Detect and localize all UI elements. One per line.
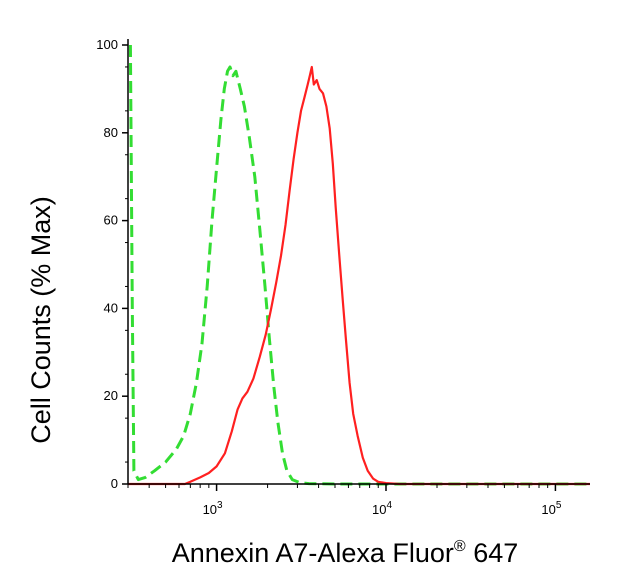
x-tick-label: 104 <box>372 500 392 517</box>
y-tick-label: 100 <box>96 37 118 52</box>
x-tick-exponent: 3 <box>217 500 223 511</box>
x-tick-label: 103 <box>203 500 223 517</box>
series-line-1 <box>128 44 590 486</box>
y-tick-label: 80 <box>104 125 118 140</box>
y-tick-label: 40 <box>104 300 118 315</box>
axes-layer <box>127 39 590 485</box>
y-axis-title: Cell Counts (% Max) <box>26 196 56 444</box>
x-tick-base: 10 <box>372 502 386 517</box>
x-axis-title-tail: 647 <box>466 538 519 568</box>
y-ticks: 0 20 40 60 80 100 <box>96 37 128 491</box>
y-tick-label: 0 <box>111 476 118 491</box>
x-tick-base: 10 <box>541 502 555 517</box>
x-axis-title-registered: ® <box>454 538 466 555</box>
x-tick-label: 105 <box>541 500 561 517</box>
series-layer <box>128 44 590 486</box>
x-axis-title: Annexin A7-Alexa Fluor® 647 <box>172 538 519 568</box>
x-tick-base: 10 <box>203 502 217 517</box>
x-axis-title-main: Annexin A7-Alexa Fluor <box>172 538 454 568</box>
x-tick-exponent: 4 <box>386 500 392 511</box>
series-line-2 <box>128 65 590 486</box>
y-tick-label: 20 <box>104 388 118 403</box>
y-tick-label: 60 <box>104 213 118 228</box>
x-ticks: 103 104 105 <box>127 484 562 517</box>
x-tick-exponent: 5 <box>556 500 562 511</box>
